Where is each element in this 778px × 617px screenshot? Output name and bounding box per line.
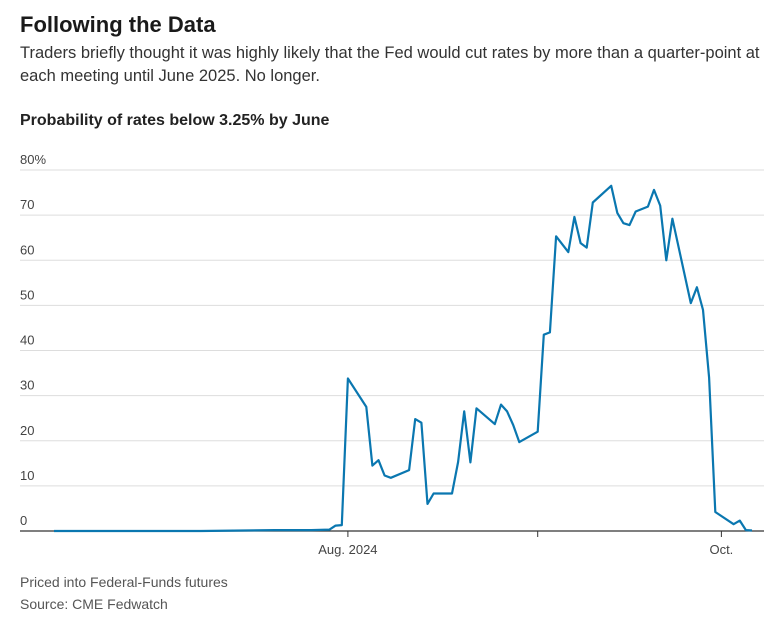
y-tick-label: 50 [20,287,34,302]
chart-title: Probability of rates below 3.25% by June [20,112,330,129]
x-axis-ticks: Aug. 2024 Oct. [318,531,733,557]
x-tick-label: Oct. [709,542,733,557]
y-tick-label: 40 [20,333,34,348]
y-tick-label: 0 [20,513,27,528]
y-tick-label: 20 [20,423,34,438]
y-tick-label: 80% [20,152,46,167]
y-tick-label: 70 [20,197,34,212]
y-tick-label: 10 [20,468,34,483]
series-line [54,184,753,533]
y-tick-label: 60 [20,242,34,257]
line-chart: 0 10 20 30 40 50 60 70 80% Aug. 2024 Oct. [20,152,764,557]
gridlines [20,169,764,487]
page-title: Following the Data [20,12,216,37]
chart-source: Source: CME Fedwatch [20,596,168,612]
page-subtitle: Traders briefly thought it was highly li… [20,44,760,85]
y-axis-tick-labels: 0 10 20 30 40 50 60 70 80% [20,152,46,528]
y-tick-label: 30 [20,378,34,393]
chart-note: Priced into Federal-Funds futures [20,574,228,590]
x-tick-label: Aug. 2024 [318,542,377,557]
